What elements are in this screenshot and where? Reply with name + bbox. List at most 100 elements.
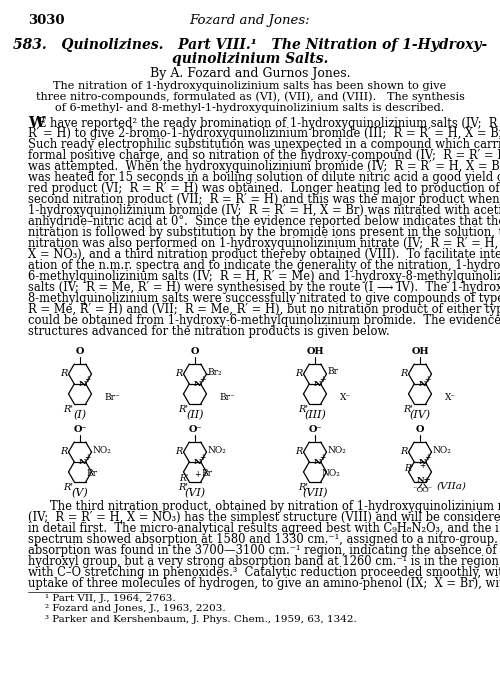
Text: R: R (295, 447, 302, 456)
Text: NO₂: NO₂ (92, 445, 112, 454)
Text: O⁻: O⁻ (188, 425, 202, 434)
Text: R': R' (179, 475, 188, 483)
Text: R': R' (404, 464, 413, 473)
Text: N: N (314, 380, 322, 388)
Text: +: + (319, 454, 326, 462)
Text: absorption was found in the 3700—3100 cm.⁻¹ region, indicating the absence of a : absorption was found in the 3700—3100 cm… (28, 544, 500, 557)
Text: N: N (79, 458, 86, 466)
Text: NO₂: NO₂ (328, 445, 346, 454)
Text: R: R (60, 369, 68, 378)
Text: +: + (194, 471, 200, 479)
Text: NO₂: NO₂ (432, 445, 452, 454)
Text: (III): (III) (304, 410, 326, 420)
Text: uptake of three molecules of hydrogen, to give an amino-phenol (IX;  X = Br), wi: uptake of three molecules of hydrogen, t… (28, 577, 500, 590)
Text: (II): (II) (186, 410, 204, 420)
Text: Br⁻: Br⁻ (220, 393, 236, 403)
Text: formal positive charge, and so nitration of the hydroxy-compound (IV;  R = R′ = : formal positive charge, and so nitration… (28, 149, 500, 162)
Text: R: R (400, 447, 407, 456)
Text: O⁻: O⁻ (73, 425, 87, 434)
Text: Br: Br (202, 469, 213, 477)
Text: NO₂: NO₂ (208, 445, 227, 454)
Text: O: O (76, 347, 84, 356)
Text: Br: Br (87, 469, 98, 477)
Text: By A. Fozard and Gurnos Jones.: By A. Fozard and Gurnos Jones. (150, 67, 350, 80)
Text: three nitro-compounds, formulated as (VI), (VII), and (VIII).   The synthesis: three nitro-compounds, formulated as (VI… (36, 92, 465, 103)
Text: Br₂: Br₂ (208, 367, 222, 377)
Text: was attempted.  When the hydroxyquinolizinium bromide (IV;  R = R′ = H, X = Br): was attempted. When the hydroxyquinolizi… (28, 160, 500, 173)
Text: R': R' (63, 483, 73, 492)
Text: Fozard and Jones:: Fozard and Jones: (190, 14, 310, 27)
Text: salts (IV;  R = Me, R′ = H) were synthesised by the route (I ⟶ IV).  The 1-hydro: salts (IV; R = Me, R′ = H) were synthesi… (28, 281, 500, 294)
Text: The third nitration product, obtained by nitration of 1-hydroxyquinolizinium nit: The third nitration product, obtained by… (50, 500, 500, 513)
Text: O⁻: O⁻ (308, 425, 322, 434)
Text: quinolizinium Salts.: quinolizinium Salts. (172, 52, 328, 66)
Text: R: R (175, 447, 182, 456)
Text: hydroxyl group, but a very strong absorption band at 1260 cm.⁻¹ is in the region: hydroxyl group, but a very strong absorp… (28, 555, 500, 568)
Text: (V): (V) (72, 488, 88, 498)
Text: N+: N+ (416, 476, 431, 484)
Text: (IV;  R = R′ = H, X = NO₃) has the simplest structure (VIII) and will be conside: (IV; R = R′ = H, X = NO₃) has the simple… (28, 511, 500, 524)
Text: nitration was also performed on 1-hydroxyquinolizinium nitrate (IV;  R = R′ = H,: nitration was also performed on 1-hydrox… (28, 237, 498, 250)
Text: R: R (175, 369, 182, 378)
Text: ⁻O: ⁻O (412, 486, 424, 494)
Text: R: R (295, 369, 302, 378)
Text: R: R (60, 447, 68, 456)
Text: OH: OH (306, 347, 324, 356)
Text: The nitration of 1-hydroxyquinolizinium salts has been shown to give: The nitration of 1-hydroxyquinolizinium … (54, 81, 446, 91)
Text: (VIIa): (VIIa) (437, 481, 467, 490)
Text: R': R' (63, 405, 73, 414)
Text: 3030: 3030 (28, 14, 64, 27)
Text: +: + (199, 375, 205, 384)
Text: X⁻: X⁻ (340, 393, 350, 403)
Text: N: N (419, 458, 426, 466)
Text: O: O (416, 425, 424, 434)
Text: O: O (191, 347, 199, 356)
Text: of 6-methyl- and 8-methyl-1-hydroxyquinolizinium salts is described.: of 6-methyl- and 8-methyl-1-hydroxyquino… (56, 103, 444, 113)
Text: 8-methylquinolizinium salts were successfully nitrated to give compounds of type: 8-methylquinolizinium salts were success… (28, 292, 500, 305)
Text: Br: Br (328, 367, 338, 375)
Text: OH: OH (411, 347, 429, 356)
Text: anhydride–nitric acid at 0°.  Since the evidence reported below indicates that t: anhydride–nitric acid at 0°. Since the e… (28, 215, 500, 228)
Text: R = Me, R′ = H) and (VII;  R = Me, R′ = H), but no nitration product of either t: R = Me, R′ = H) and (VII; R = Me, R′ = H… (28, 303, 500, 316)
Text: second nitration product (VII;  R = R′ = H) and this was the major product when: second nitration product (VII; R = R′ = … (28, 193, 500, 206)
Text: spectrum showed absorption at 1580 and 1330 cm.⁻¹, assigned to a nitro-group.  N: spectrum showed absorption at 1580 and 1… (28, 533, 500, 546)
Text: N: N (194, 458, 202, 466)
Text: R': R' (178, 483, 188, 492)
Text: O⁻: O⁻ (421, 486, 432, 494)
Text: +: + (424, 375, 430, 384)
Text: R': R' (403, 405, 413, 414)
Text: ation of the n.m.r. spectra and to indicate the generality of the nitration, 1-h: ation of the n.m.r. spectra and to indic… (28, 259, 500, 272)
Text: (I): (I) (74, 410, 86, 420)
Text: R: R (400, 369, 407, 378)
Text: +: + (84, 375, 90, 384)
Text: Br⁻: Br⁻ (104, 393, 120, 403)
Text: W: W (28, 116, 44, 130)
Text: X = NO₃), and a third nitration product thereby obtained (VIII).  To facilitate : X = NO₃), and a third nitration product … (28, 248, 500, 261)
Text: X⁻: X⁻ (444, 393, 456, 403)
Text: N: N (79, 380, 86, 388)
Text: ² Fozard and Jones, J., 1963, 2203.: ² Fozard and Jones, J., 1963, 2203. (45, 604, 226, 613)
Text: 583.   Quinolizines.   Part VIII.¹   The Nitration of 1-Hydroxy-: 583. Quinolizines. Part VIII.¹ The Nitra… (13, 38, 487, 52)
Text: R': R' (298, 483, 308, 492)
Text: nitration is followed by substitution by the bromide ions present in the solutio: nitration is followed by substitution by… (28, 226, 500, 239)
Text: Such ready electrophilic substitution was unexpected in a compound which carries: Such ready electrophilic substitution wa… (28, 138, 500, 151)
Text: ¹ Part VII, J., 1964, 2763.: ¹ Part VII, J., 1964, 2763. (45, 594, 176, 603)
Text: could be obtained from 1-hydroxy-6-methylquinolizinium bromide.  The evidence fo: could be obtained from 1-hydroxy-6-methy… (28, 314, 500, 327)
Text: was heated for 15 seconds in a boiling solution of dilute nitric acid a good yie: was heated for 15 seconds in a boiling s… (28, 171, 500, 184)
Text: R': R' (178, 405, 188, 414)
Text: (IV): (IV) (410, 410, 430, 420)
Text: N: N (314, 458, 322, 466)
Text: +: + (84, 454, 90, 462)
Text: (VII): (VII) (302, 488, 328, 498)
Text: structures advanced for the nitration products is given below.: structures advanced for the nitration pr… (28, 325, 390, 338)
Text: in detail first.  The micro-analytical results agreed best with C₉H₈N₂O₃, and th: in detail first. The micro-analytical re… (28, 522, 500, 535)
Text: +: + (424, 454, 430, 462)
Text: NO₂: NO₂ (322, 469, 340, 477)
Text: +: + (419, 462, 426, 471)
Text: +: + (319, 375, 326, 384)
Text: N: N (419, 380, 426, 388)
Text: red product (VI;  R = R′ = H) was obtained.  Longer heating led to production of: red product (VI; R = R′ = H) was obtaine… (28, 182, 500, 195)
Text: (VI): (VI) (184, 488, 206, 498)
Text: ³ Parker and Kershenbaum, J. Phys. Chem., 1959, 63, 1342.: ³ Parker and Kershenbaum, J. Phys. Chem.… (45, 615, 357, 624)
Text: +: + (199, 454, 205, 462)
